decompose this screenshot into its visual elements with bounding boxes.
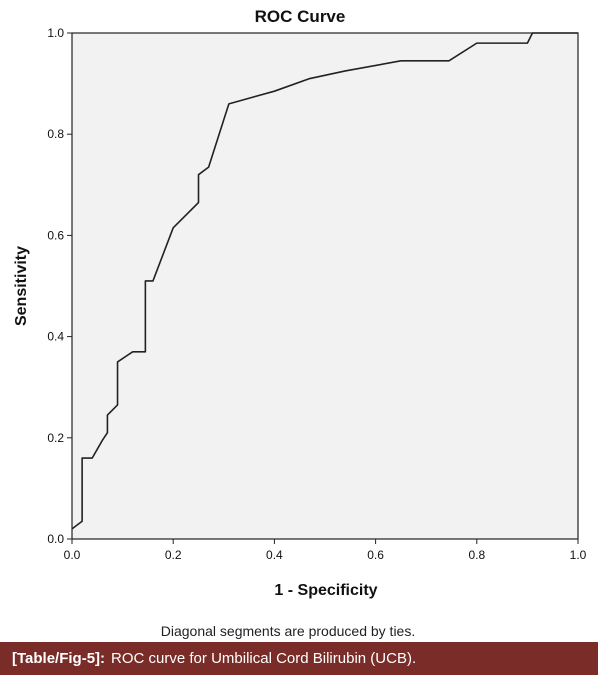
y-tick-label: 0.4 — [47, 330, 64, 344]
x-axis-label: 1 - Specificity — [274, 582, 377, 599]
y-tick-label: 0.2 — [47, 431, 64, 445]
x-tick-label: 0.8 — [468, 548, 485, 562]
y-axis: 0.0 0.2 0.4 0.6 0.8 1.0 — [47, 26, 72, 546]
x-tick-label: 0.6 — [367, 548, 384, 562]
y-tick-label: 1.0 — [47, 26, 64, 40]
caption-label: [Table/Fig-5]: — [12, 650, 106, 667]
roc-figure: 0.0 0.2 0.4 0.6 0.8 1.0 0.0 0.2 0.4 0.6 0.8 1.0 RO… — [13, 7, 587, 639]
caption-bar: [Table/Fig-5]: ROC curve for Umbilical C… — [0, 642, 598, 675]
roc-chart: 0.0 0.2 0.4 0.6 0.8 1.0 0.0 0.2 0.4 0.6 0.8 1.0 RO… — [13, 7, 587, 639]
y-tick-label: 0.6 — [47, 228, 64, 242]
footnote: Diagonal segments are produced by ties. — [161, 623, 415, 639]
x-tick-label: 0.0 — [64, 548, 81, 562]
y-tick-label: 0.0 — [47, 532, 64, 546]
caption-text: ROC curve for Umbilical Cord Bilirubin (… — [111, 650, 417, 667]
x-axis: 0.0 0.2 0.4 0.6 0.8 1.0 — [64, 539, 587, 562]
chart-title: ROC Curve — [255, 7, 346, 26]
x-tick-label: 1.0 — [570, 548, 587, 562]
plot-area — [71, 32, 579, 540]
y-axis-label: Sensitivity — [13, 246, 30, 326]
roc-curve-line — [71, 32, 578, 530]
x-tick-label: 0.4 — [266, 548, 283, 562]
y-tick-label: 0.8 — [47, 127, 64, 141]
x-tick-label: 0.2 — [165, 548, 182, 562]
